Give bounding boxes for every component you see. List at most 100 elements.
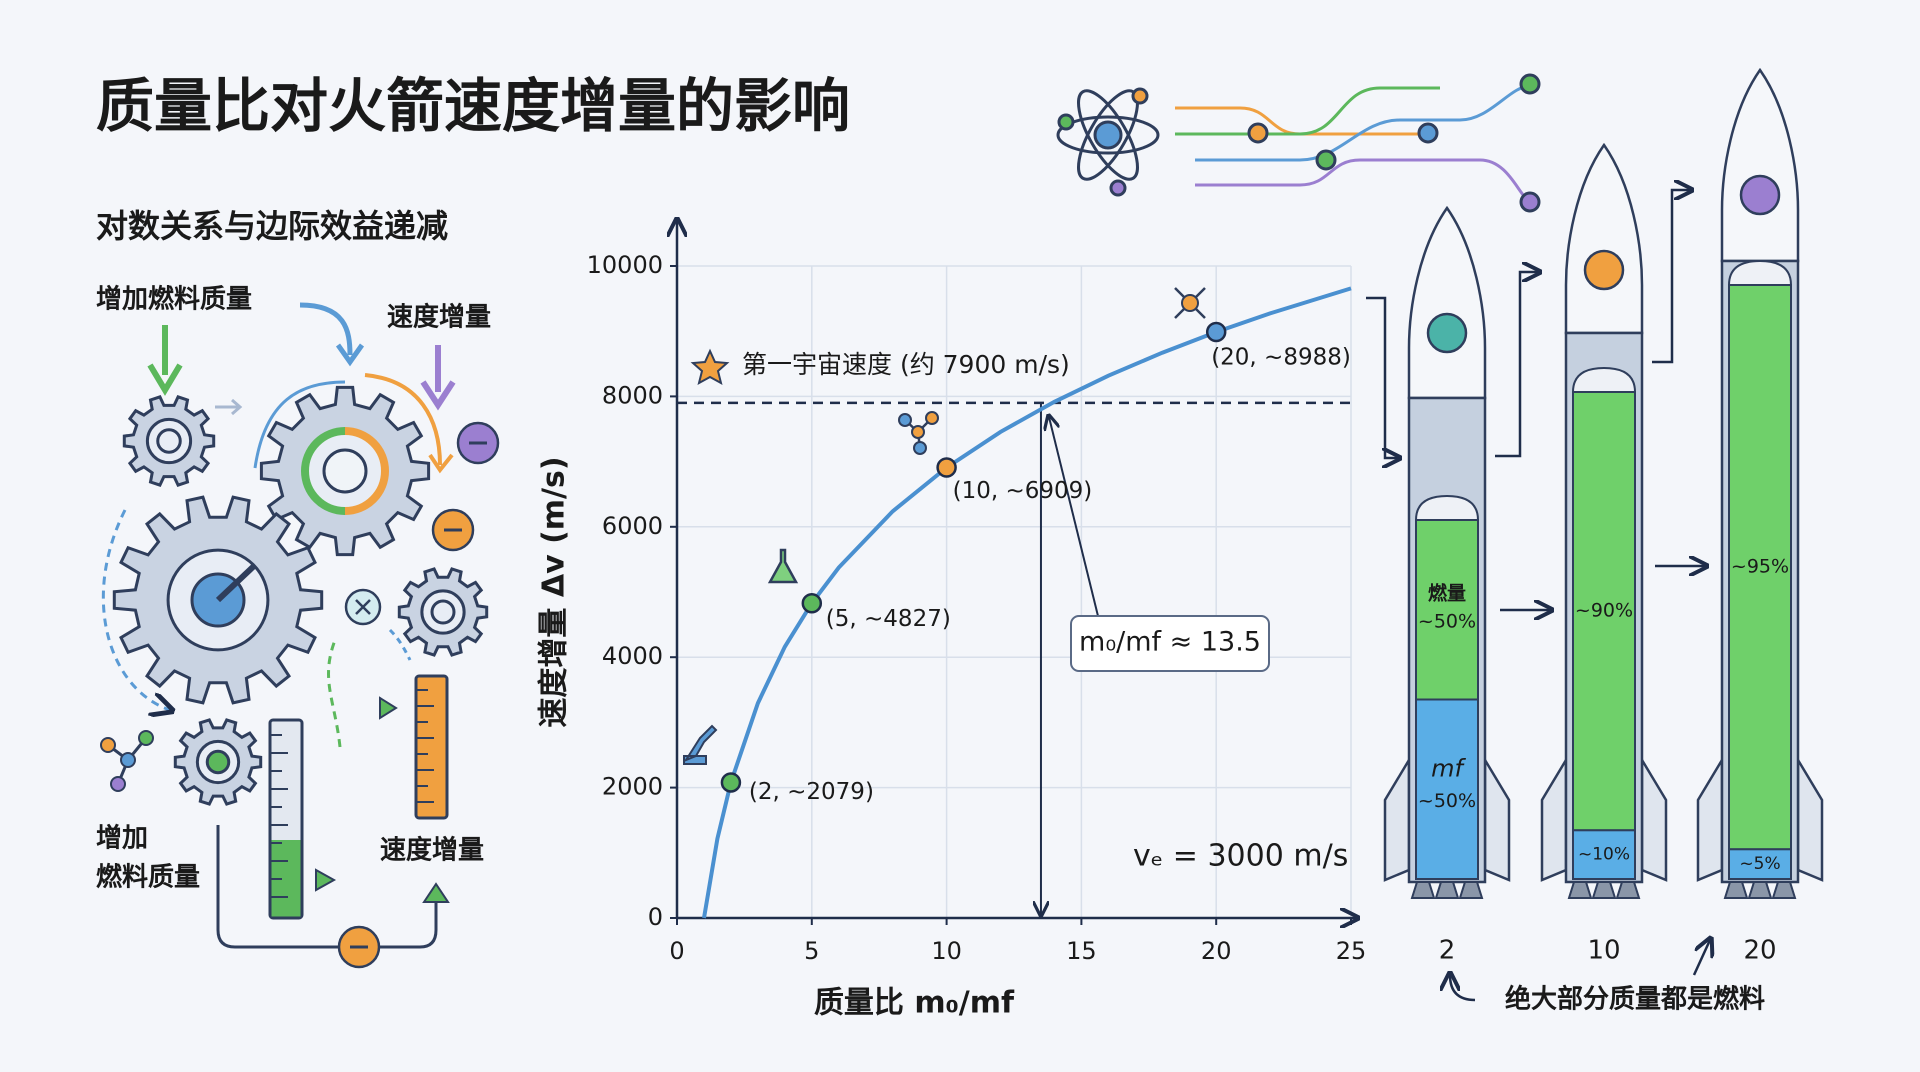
engine-bell (1747, 881, 1773, 899)
gear-core (322, 448, 368, 494)
tank-dome (1571, 366, 1637, 393)
y-tick-label: 6000 (602, 512, 663, 540)
gauge-arc (301, 427, 346, 515)
ratio-label: 2 (1439, 936, 1456, 966)
fuel-value-label: ~95% (1731, 556, 1789, 578)
molecule-atom (911, 425, 925, 439)
rocket-window (1739, 174, 1781, 216)
y-tick-label: 8000 (602, 381, 663, 409)
gauge-arc (344, 427, 389, 515)
rocket-window (1426, 312, 1468, 354)
tank-dome (1727, 259, 1793, 286)
molecule-atom (898, 413, 912, 427)
flask-icon (767, 548, 799, 584)
fuel-bar (1572, 391, 1636, 832)
flow-arrow (1366, 296, 1398, 458)
x-tick-label: 0 (669, 937, 684, 965)
diagram-label: 增加燃料质量 (96, 284, 252, 315)
flow-arrow (1495, 272, 1538, 458)
note-arrow (1692, 940, 1710, 976)
annotation-arrow (1049, 417, 1099, 617)
molecule-atom (110, 776, 126, 792)
point-label: (20, ~8988) (1211, 344, 1351, 370)
triangle (422, 882, 450, 903)
molecule-atom (925, 411, 939, 425)
arrow-small (215, 398, 243, 416)
engine-bell (1458, 881, 1484, 899)
x-tick-label: 15 (1066, 937, 1097, 965)
ratio-label: 10 (1587, 936, 1620, 966)
molecule-atom (913, 441, 927, 455)
engine-bell (1615, 881, 1641, 899)
times-mark (355, 599, 371, 615)
rocket-window (1583, 249, 1625, 291)
subtitle: 对数关系与边际效益递减 (96, 207, 448, 245)
diagram-label: 燃料质量 (96, 863, 200, 893)
arrow-down (147, 325, 183, 396)
gear-core (430, 599, 456, 625)
flow-lines (1175, 73, 1541, 213)
annotation-label: m₀/mf ≈ 13.5 (1079, 627, 1261, 658)
y-tick-label: 0 (648, 903, 663, 931)
rocket-nose (1407, 205, 1487, 400)
point (936, 457, 957, 478)
ruler (414, 674, 449, 820)
rocket-note: 绝大部分质量都是燃料 (1505, 984, 1765, 1015)
engine-bell (1591, 881, 1617, 899)
dry-value-label: ~5% (1739, 854, 1780, 874)
reference-label: 第一宇宙速度 (约 7900 m/s) (742, 350, 1070, 379)
triangle (315, 868, 337, 892)
arrow-dashed (327, 639, 342, 748)
arrow-curve (253, 380, 346, 469)
point (1205, 321, 1227, 343)
y-tick-label: 4000 (602, 642, 663, 670)
x-tick-label: 5 (804, 937, 819, 965)
diagram-label: 速度增量 (387, 302, 491, 333)
x-tick-label: 25 (1336, 937, 1367, 965)
dry-bar (1728, 848, 1792, 880)
ratio-label: 20 (1743, 936, 1776, 966)
satellite-core (1181, 294, 1199, 312)
dry-bar (1572, 829, 1636, 880)
x-axis-label: 质量比 m₀/mf (814, 986, 1015, 1021)
note: vₑ = 3000 m/s (1133, 839, 1348, 874)
chart: 0 2000 4000 6000 8000 10000 0 5 10 15 20 25 质量比 m₀/m… (537, 221, 1367, 1021)
page-title: 质量比对火箭速度增量的影响 (96, 72, 850, 140)
fuel-label: 燃量 (1428, 581, 1466, 604)
y-tick-label: 10000 (587, 251, 663, 279)
gauge-needle (215, 562, 258, 603)
diagram-label: 速度增量 (380, 835, 484, 866)
point (801, 593, 823, 614)
dry-bar (1415, 698, 1479, 880)
arrow-dashed (388, 628, 412, 661)
point (720, 772, 742, 793)
annotation-box (1070, 615, 1270, 672)
arrow-curve (364, 373, 454, 474)
engine-bell (1723, 881, 1749, 899)
point-label: (10, ~6909) (953, 478, 1093, 504)
molecule-atom (138, 730, 154, 746)
engine-bell (1410, 881, 1436, 899)
molecule-atom (100, 737, 116, 753)
flow-line (216, 825, 438, 949)
arrow-down (420, 345, 456, 411)
dry-value-label: ~10% (1578, 845, 1630, 865)
arrow-curve (299, 302, 365, 367)
flow-arrow (1652, 190, 1690, 364)
rocket-icon (683, 724, 718, 765)
molecule-atom (120, 752, 136, 768)
arrow-dashed (101, 509, 170, 710)
rockets: 燃量 ~50% mf ~50% 2 ~90% ~10% 10 ~95% ~5% 20 绝大部分质量都是… (1366, 67, 1824, 1015)
engine-bell (1567, 881, 1593, 899)
diagram-label: 增加 (96, 823, 148, 854)
gear-core (156, 428, 182, 454)
y-tick-label: 2000 (602, 773, 663, 801)
point-label: (2, ~2079) (749, 779, 874, 805)
dry-value-label: ~50% (1418, 790, 1476, 812)
x-tick-label: 20 (1201, 937, 1232, 965)
rocket-nose (1564, 142, 1644, 335)
dry-label: mf (1431, 754, 1466, 782)
